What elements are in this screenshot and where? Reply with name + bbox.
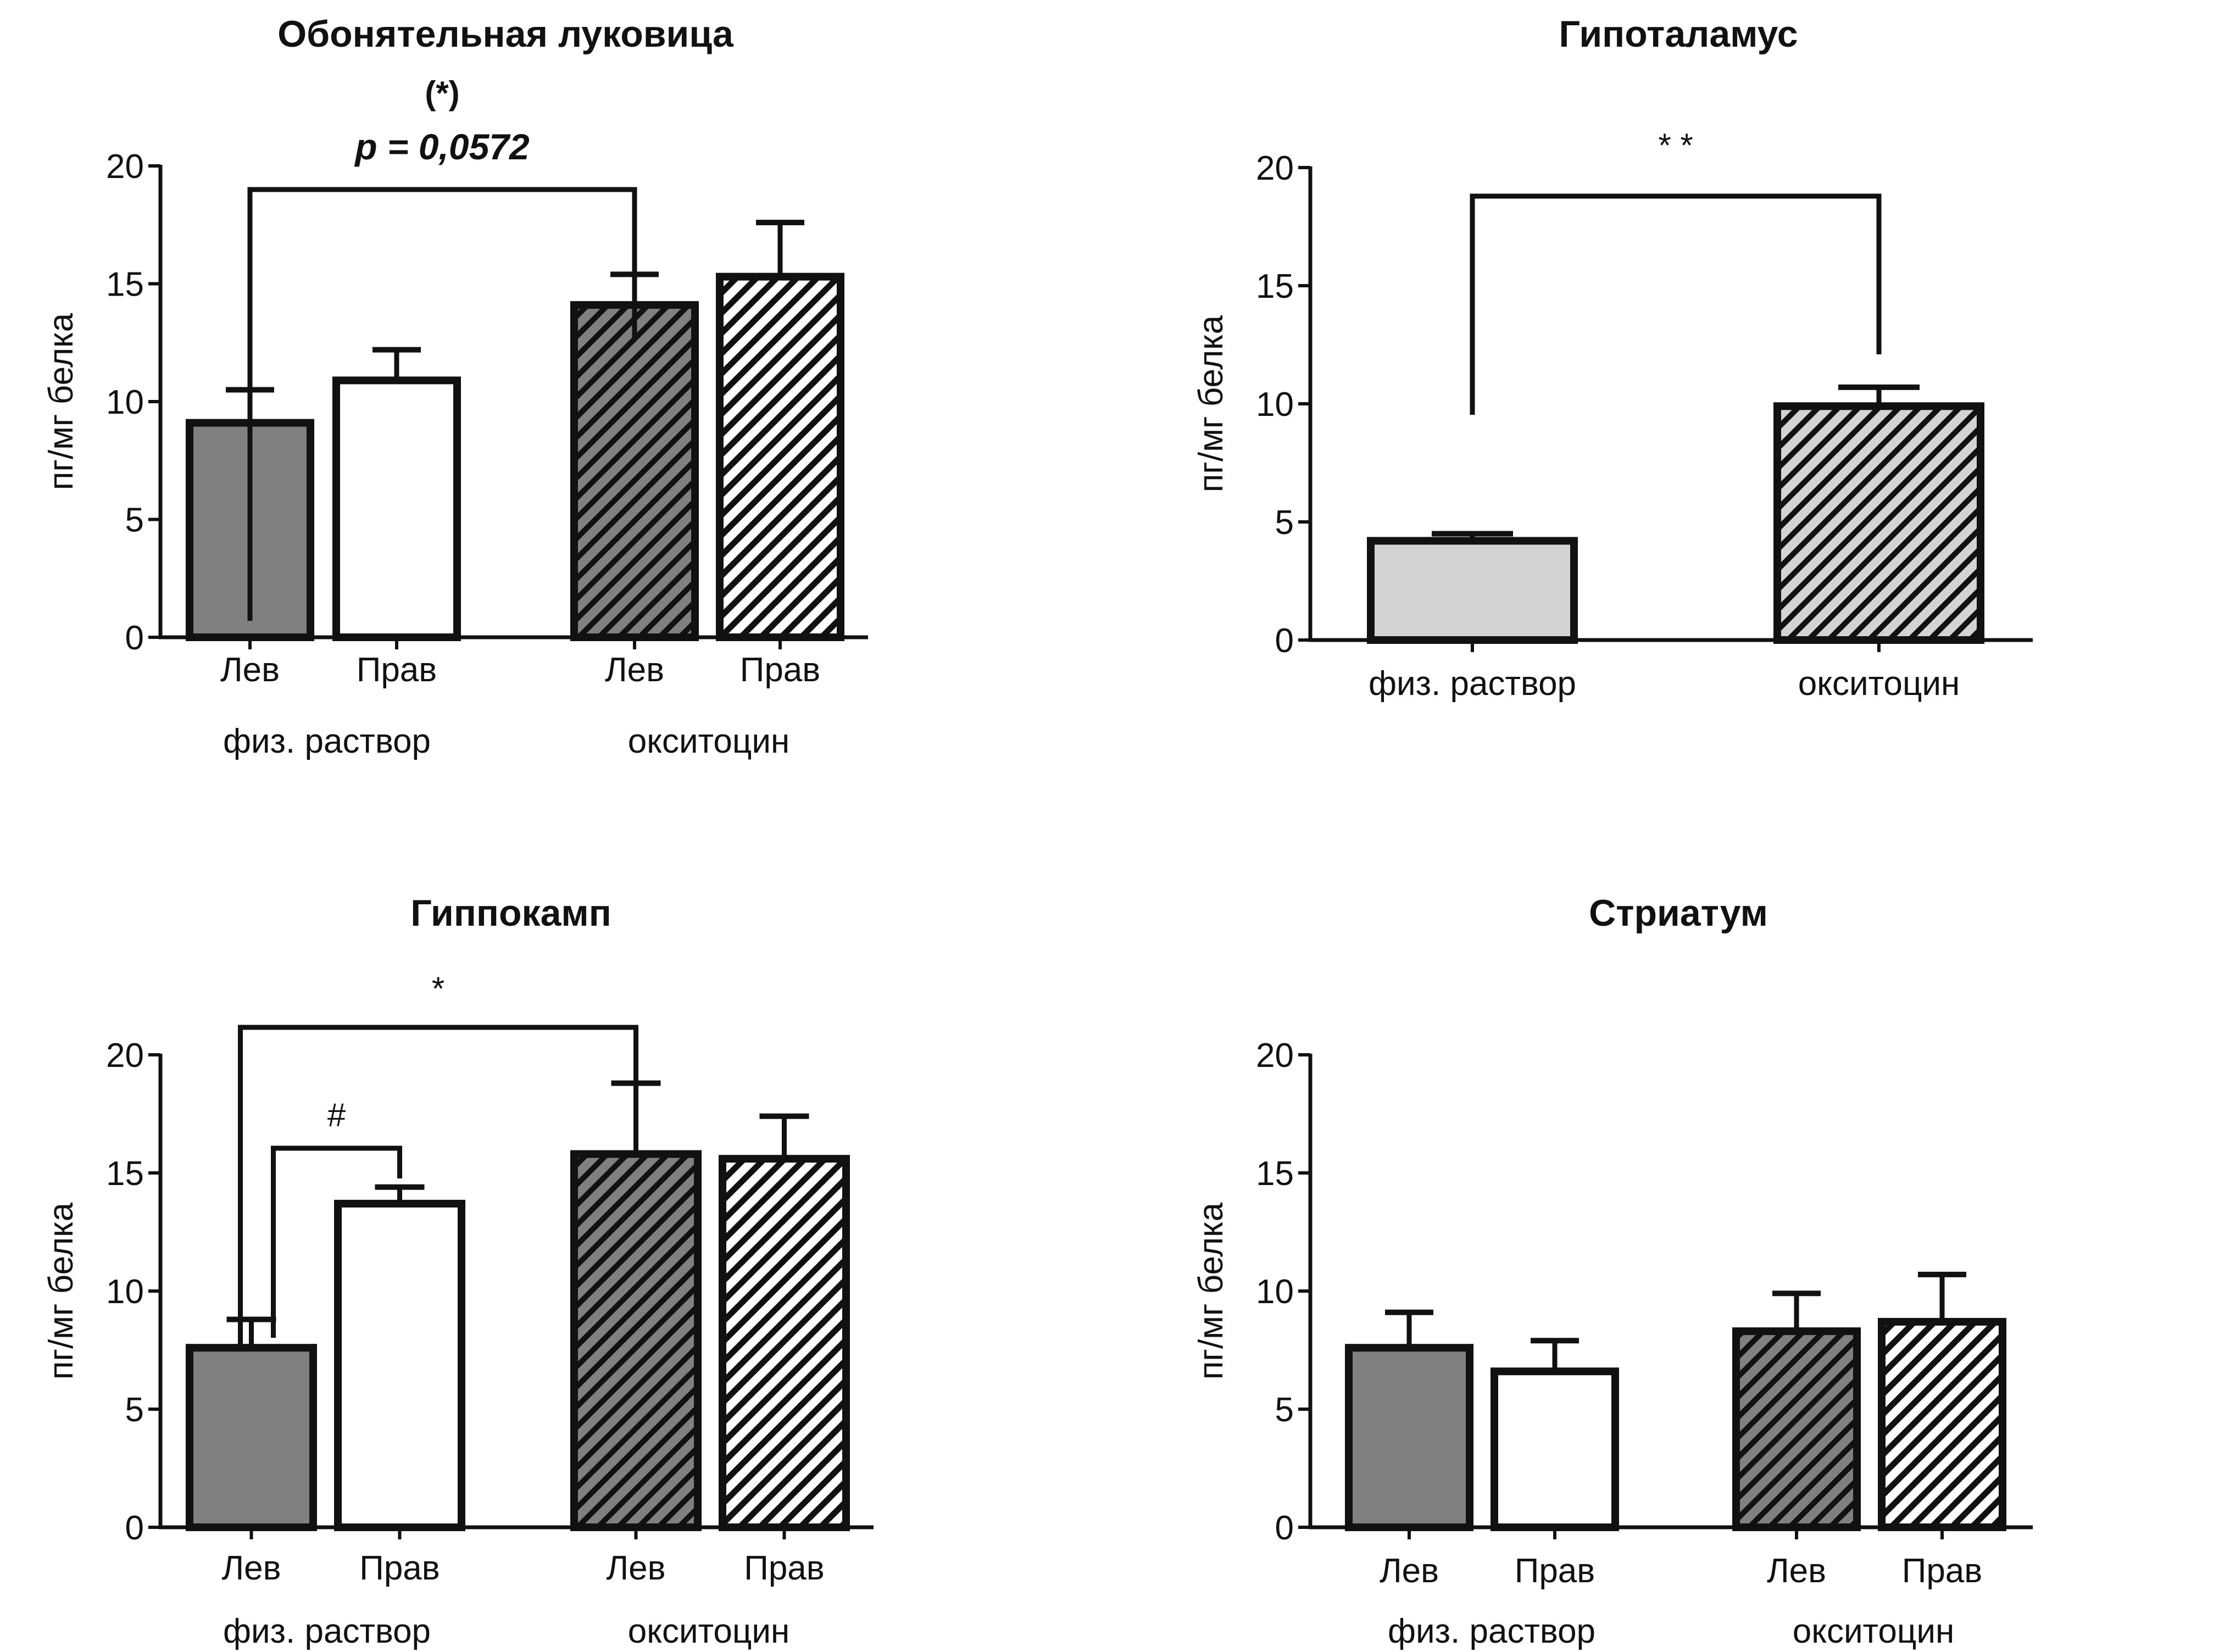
significance-marker: (*)	[425, 75, 459, 112]
significance-bracket	[238, 1025, 638, 1349]
y-tick-label: 10	[106, 1273, 144, 1311]
x-group-label: физ. раствор	[1388, 1612, 1595, 1650]
x-group-label: физ. раствор	[223, 1612, 431, 1650]
y-tick-label: 15	[106, 266, 144, 304]
x-category-label: Прав	[740, 651, 820, 689]
chart-title: Обонятельная луковица	[277, 13, 734, 55]
y-axis-label: пг/мг белка	[1192, 1202, 1230, 1380]
bar	[332, 376, 461, 641]
bar	[1878, 1317, 2006, 1531]
significance-bracket	[1470, 193, 1882, 415]
bar	[1345, 1344, 1473, 1531]
y-tick-label: 10	[106, 383, 144, 421]
bar	[1773, 402, 1984, 644]
y-axis-label: пг/мг белка	[1192, 315, 1230, 492]
y-tick-label: 5	[1275, 1391, 1294, 1429]
bar	[570, 301, 699, 641]
x-category-label: Прав	[1902, 1552, 1982, 1590]
y-tick-label: 20	[1256, 1037, 1294, 1075]
chart-title: Гипоталамус	[1559, 13, 1798, 55]
significance-bracket	[271, 1145, 402, 1338]
y-tick-label: 0	[1275, 1509, 1294, 1547]
y-axis-label: пг/мг белка	[42, 1202, 80, 1380]
y-tick-label: 20	[106, 1037, 144, 1075]
x-category-label: Лев	[220, 651, 280, 689]
x-category-label: Прав	[744, 1549, 824, 1587]
x-category-label: Прав	[359, 1549, 440, 1587]
x-group-label: окситоцин	[1793, 1612, 1955, 1650]
chart-title: Стриатум	[1589, 892, 1768, 934]
x-group-label: физ. раствор	[223, 722, 431, 760]
x-category-label: Прав	[357, 651, 437, 689]
y-tick-label: 15	[1256, 268, 1294, 305]
bar	[1732, 1327, 1861, 1532]
y-tick-label: 0	[1275, 622, 1294, 660]
bar	[1491, 1367, 1619, 1531]
x-category-label: физ. раствор	[1369, 665, 1576, 703]
bar	[186, 1344, 317, 1531]
chart-title: Гиппокамп	[410, 892, 611, 934]
y-tick-label: 5	[125, 502, 144, 539]
significance-marker: * *	[1658, 127, 1693, 164]
bar	[334, 1199, 465, 1531]
bar	[570, 1150, 702, 1532]
y-tick-label: 20	[106, 148, 144, 186]
y-tick-label: 0	[125, 1509, 144, 1547]
significance-bracket	[247, 187, 637, 621]
bar	[719, 1155, 850, 1531]
y-tick-label: 10	[1256, 1273, 1294, 1311]
x-category-label: Лев	[221, 1549, 281, 1587]
y-tick-label: 20	[1256, 149, 1294, 187]
chart-panel-hypothalamus: Гипоталамус пг/мг белка 0 5 10 15 20 физ. раств…	[1192, 13, 2033, 703]
y-tick-label: 5	[1275, 504, 1294, 542]
y-tick-label: 0	[125, 619, 144, 657]
y-tick-label: 5	[125, 1391, 144, 1429]
x-group-label: окситоцин	[628, 1612, 790, 1650]
significance-marker: *	[432, 970, 444, 1007]
p-value-label: p = 0,0572	[354, 126, 530, 167]
significance-marker: #	[327, 1097, 346, 1133]
chart-panel-striatum: Стриатум пг/мг белка 0 5 10 15 20 Лев Прав Лев Пра…	[1192, 892, 2033, 1650]
chart-panel-olfactory: Обонятельная луковица пг/мг белка 0 5 10 15 20…	[42, 13, 868, 760]
x-category-label: Лев	[605, 651, 664, 689]
x-category-label: Лев	[1767, 1552, 1826, 1590]
chart-panel-hippocampus: Гиппокамп пг/мг белка 0 5 10 15 20 Лев Прав Лев Пр…	[42, 892, 874, 1650]
y-tick-label: 15	[106, 1155, 144, 1193]
x-category-label: Лев	[1380, 1552, 1439, 1590]
x-category-label: Прав	[1515, 1552, 1595, 1590]
y-tick-label: 10	[1256, 386, 1294, 424]
x-category-label: Лев	[606, 1549, 665, 1587]
y-axis-label: пг/мг белка	[42, 313, 80, 490]
y-tick-label: 15	[1256, 1155, 1294, 1193]
bar	[1367, 537, 1578, 644]
x-category-label: окситоцин	[1798, 665, 1960, 703]
x-group-label: окситоцин	[628, 722, 790, 760]
bar	[716, 272, 844, 641]
